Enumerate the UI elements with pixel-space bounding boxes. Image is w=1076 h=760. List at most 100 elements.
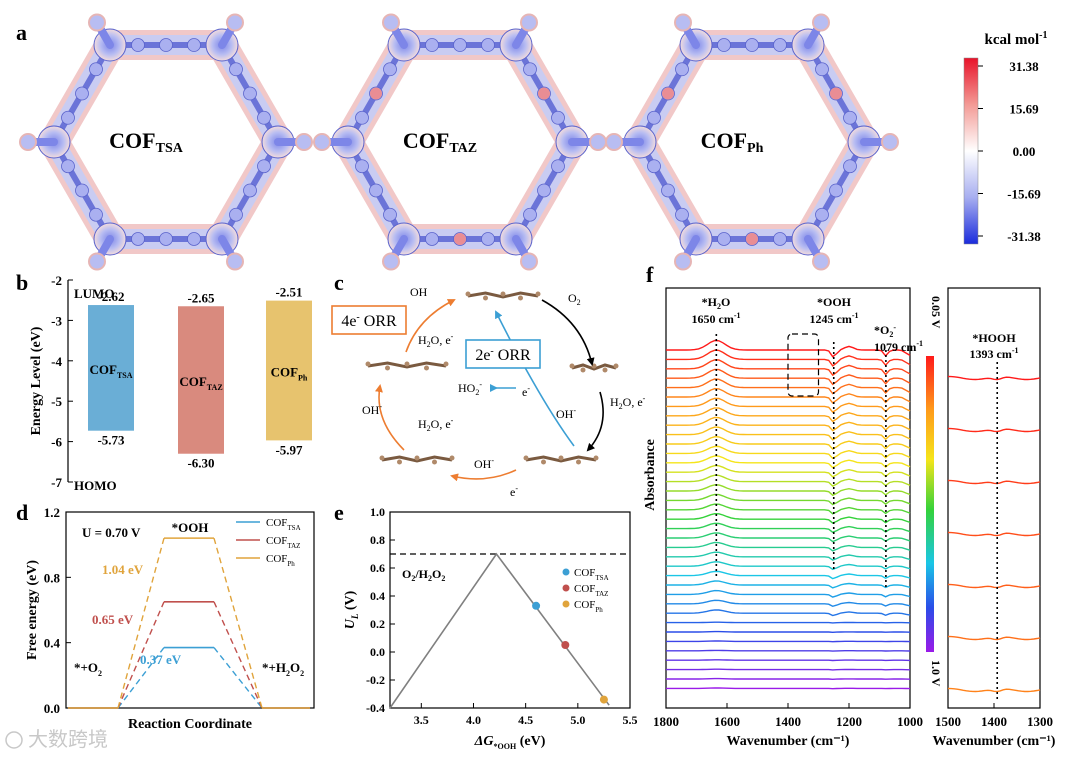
legend-entry: COFPh	[266, 553, 295, 568]
state-label-start: *+O2	[74, 660, 102, 678]
cof-arm-ring	[605, 133, 623, 151]
fragment-atom	[432, 459, 437, 465]
data-point-tsa	[532, 601, 541, 610]
energy-path-ph: 1.04 eV	[68, 537, 310, 709]
cof-arm-ring	[88, 13, 106, 32]
cof-ring	[229, 207, 243, 222]
cof-fragment	[465, 291, 541, 301]
legend-entry: COFTSA	[266, 517, 301, 532]
y-tick-label: -4	[51, 354, 62, 369]
plot-frame	[65, 511, 315, 709]
ftir-spectrum	[666, 349, 911, 367]
cof-ring	[89, 62, 103, 77]
legend-entry: COFPh	[574, 599, 603, 614]
panel-a-label: a	[16, 20, 27, 45]
y-tick-label: -7	[51, 475, 62, 490]
cof-arm-ring	[881, 133, 899, 151]
cof-ring	[229, 62, 243, 77]
cof-ring	[773, 232, 787, 246]
inset-x-tick-label: 1500	[935, 714, 961, 729]
fragment-atom	[385, 365, 390, 371]
ftir-spectrum	[666, 687, 911, 690]
oh-minus-label: OH-	[362, 402, 382, 417]
cof-ring	[61, 159, 75, 174]
cof-ring	[717, 38, 731, 52]
e-minus-label: e-	[510, 484, 518, 499]
fragment-backbone	[571, 363, 617, 371]
cof-arm-ring	[313, 133, 331, 151]
four-e-arrow	[450, 469, 517, 482]
cof-ring	[661, 183, 675, 198]
ftir-spectrum	[666, 426, 911, 441]
ftir-spectrum	[666, 484, 911, 497]
free-energy-chart: 0.0 0.4 0.8 1.2 Free energy (eV) Reaction Coo…	[25, 505, 315, 732]
ftir-spectrum	[666, 455, 911, 469]
x-tick-label: 1600	[714, 714, 740, 729]
inset-x-tick-label: 1400	[981, 714, 1007, 729]
peak-species-label: *OOH	[817, 295, 852, 309]
cof-ring	[187, 232, 201, 246]
inset-spectrum	[947, 479, 1041, 485]
barrier-label: 1.04 eV	[102, 562, 144, 577]
x-axis-title: Reaction Coordinate	[128, 717, 252, 732]
cof-ring	[551, 110, 565, 125]
ftir-spectrum	[666, 589, 911, 598]
homo-value: -5.97	[275, 442, 303, 457]
cof-fragment	[523, 455, 599, 465]
cof-arm-ring	[520, 252, 538, 271]
fragment-atom	[424, 365, 429, 371]
ftir-spectrum	[666, 609, 911, 617]
y-tick-label: -0.4	[366, 701, 385, 715]
four-e-arrow	[405, 299, 456, 353]
colorbar-tick-label: -31.38	[1007, 229, 1041, 244]
cof-ring	[675, 62, 689, 77]
fragment-backbone	[525, 455, 597, 463]
inset-peak-wavenumber: 1393 cm-1	[970, 346, 1019, 361]
ftir-spectrum	[666, 668, 911, 671]
inset-spectrum	[947, 375, 1041, 381]
ftir-spectrum	[666, 512, 911, 524]
y-tick-label: -2	[51, 273, 62, 288]
ftir-spectrum	[666, 387, 911, 404]
fragment-atom	[613, 363, 619, 369]
cof-ring	[523, 207, 537, 222]
ftir-spectrum	[666, 397, 911, 414]
cof-ring	[75, 86, 89, 101]
cof-ring	[131, 232, 145, 246]
ftir-spectrum	[666, 630, 911, 634]
cof-ring	[89, 207, 103, 222]
fragment-atom	[500, 291, 506, 297]
y-axis-title: Absorbance	[643, 439, 658, 511]
legend-entry: COFTAZ	[574, 583, 608, 598]
x-tick-label: 4.5	[518, 713, 533, 727]
fragment-atom	[591, 363, 597, 369]
cof-arm-ring	[589, 133, 607, 151]
x-tick-label: 3.5	[414, 713, 429, 727]
cof-ring	[745, 38, 759, 52]
region-highlight-box	[787, 333, 820, 397]
colorbar-unit: kcal mol-1	[985, 30, 1048, 48]
ftir-spectrum	[666, 407, 911, 423]
energy-bar-tsa	[88, 305, 134, 431]
oh-minus-label: OH-	[474, 456, 494, 471]
orr-mechanism-diagram: 4e- ORR 2e- ORR O2 OH H2O, e- H2O, e- H2O, e- H…	[331, 285, 646, 499]
cof-arm-ring	[674, 13, 692, 32]
four-e-orr-label: 4e- ORR	[341, 312, 397, 330]
ftir-spectrum	[666, 522, 911, 534]
x-tick-label: 5.0	[570, 713, 585, 727]
potential-top-label: 0.05 V	[929, 296, 943, 329]
legend-marker	[562, 568, 570, 576]
potential-colorbar: kcal mol-1 31.38 15.69 0.00 -15.69 -31.38	[963, 30, 1048, 245]
colorbar-tick-label: 31.38	[1009, 59, 1039, 74]
cof-ring	[647, 110, 661, 125]
plot-frame	[389, 511, 631, 709]
energy-bar-taz	[178, 306, 224, 454]
cof-ring	[647, 159, 661, 174]
y-tick-label: 0.8	[370, 533, 385, 547]
h2o-e-label: H2O, e-	[418, 332, 454, 349]
ftir-spectrum	[666, 435, 911, 450]
y-axis-title: UL (V)	[343, 590, 360, 629]
fragment-atom	[535, 291, 541, 297]
colorbar-ticks: 31.38 15.69 0.00 -15.69 -31.38	[978, 59, 1041, 244]
ftir-spectrum	[666, 659, 911, 662]
